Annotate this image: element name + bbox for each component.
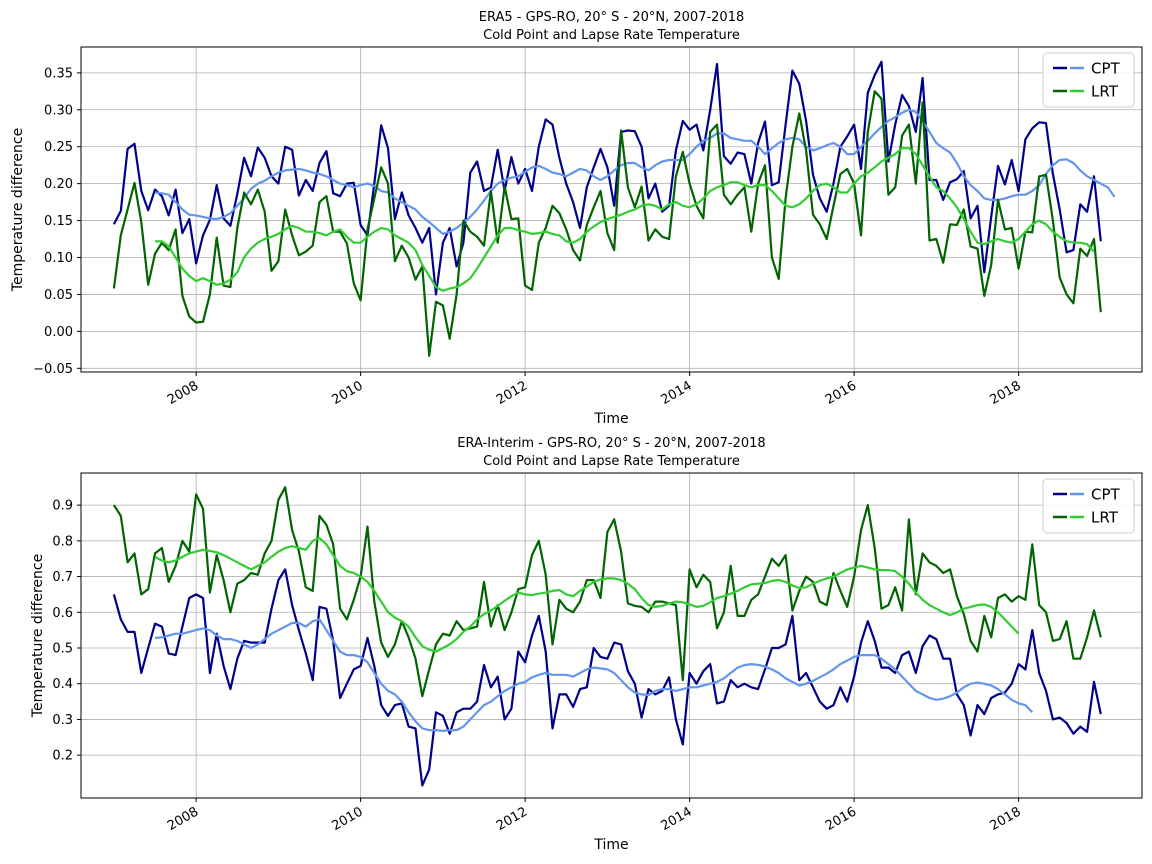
series-line-lrt-monthly	[112, 90, 1102, 357]
y-tick-label: 0.8	[52, 534, 73, 549]
series-line-lrt-monthly	[112, 486, 1102, 698]
y-tick-label: 0.5	[52, 642, 73, 657]
x-tick-label: 2016	[823, 804, 859, 834]
y-tick-label: 0.20	[44, 177, 73, 192]
x-tick-label: 2008	[165, 804, 201, 834]
y-tick-label: −0.05	[33, 362, 73, 377]
series-line-cpt-monthly	[112, 60, 1102, 296]
y-tick-label: 0.9	[52, 499, 73, 514]
gridlines	[81, 473, 1142, 798]
chart-title-line: Cold Point and Lapse Rate Temperature	[483, 454, 740, 469]
legend-box	[1042, 52, 1135, 108]
x-tick-label: 2016	[823, 378, 859, 408]
y-tick-label: 0.10	[44, 251, 73, 266]
chart-title-line: ERA-Interim - GPS-RO, 20° S - 20°N, 2007…	[457, 436, 765, 451]
x-tick-label: 2018	[987, 804, 1023, 834]
chart-title-line: Cold Point and Lapse Rate Temperature	[483, 28, 740, 43]
y-tick-label: 0.05	[44, 288, 73, 303]
y-tick-label: 0.00	[44, 325, 73, 340]
x-tick-label: 2014	[658, 804, 694, 834]
legend-label: LRT	[1091, 509, 1119, 527]
x-tick-label: 2010	[329, 378, 365, 408]
y-tick-label: 0.2	[52, 749, 73, 764]
y-tick-label: 0.15	[44, 214, 73, 229]
legend: CPT LRT	[1042, 478, 1135, 534]
chart-panel-2: ERA-Interim - GPS-RO, 20° S - 20°N, 2007…	[30, 436, 1143, 853]
plot-frame	[80, 472, 1143, 799]
y-tick-label: 0.3	[52, 713, 73, 728]
y-tick-label: 0.35	[44, 66, 73, 81]
chart-panel-1: ERA5 - GPS-RO, 20° S - 20°N, 2007-2018 Co…	[10, 10, 1143, 427]
x-tick-label: 2012	[494, 804, 530, 834]
y-axis-label: Temperature difference	[30, 554, 46, 718]
series-line-cpt-monthly	[112, 568, 1102, 787]
series-line-lrt-running-mean	[154, 536, 1020, 653]
legend: CPT LRT	[1042, 52, 1135, 108]
y-tick-label: 0.30	[44, 103, 73, 118]
legend-box	[1042, 478, 1135, 534]
series-line-cpt-running-mean	[154, 108, 1116, 235]
y-tick-label: 0.7	[52, 570, 73, 585]
plot-frame	[80, 46, 1143, 373]
x-tick-label: 2010	[329, 804, 365, 834]
x-axis-label: Time	[593, 411, 628, 427]
x-tick-label: 2012	[494, 378, 530, 408]
y-tick-label: 0.6	[52, 606, 73, 621]
x-tick-label: 2008	[165, 378, 201, 408]
legend-label: LRT	[1091, 83, 1119, 101]
y-tick-label: 0.25	[44, 140, 73, 155]
series-line-cpt-running-mean	[154, 618, 1034, 733]
chart-title-line: ERA5 - GPS-RO, 20° S - 20°N, 2007-2018	[479, 10, 745, 25]
legend-label: CPT	[1091, 486, 1121, 504]
series-line-lrt-running-mean	[155, 147, 1095, 292]
x-tick-label: 2014	[658, 378, 694, 408]
y-tick-label: 0.4	[52, 677, 73, 692]
legend-label: CPT	[1091, 60, 1121, 78]
y-axis-label: Temperature difference	[10, 128, 26, 292]
x-tick-label: 2018	[987, 378, 1023, 408]
x-axis-label: Time	[593, 837, 628, 853]
